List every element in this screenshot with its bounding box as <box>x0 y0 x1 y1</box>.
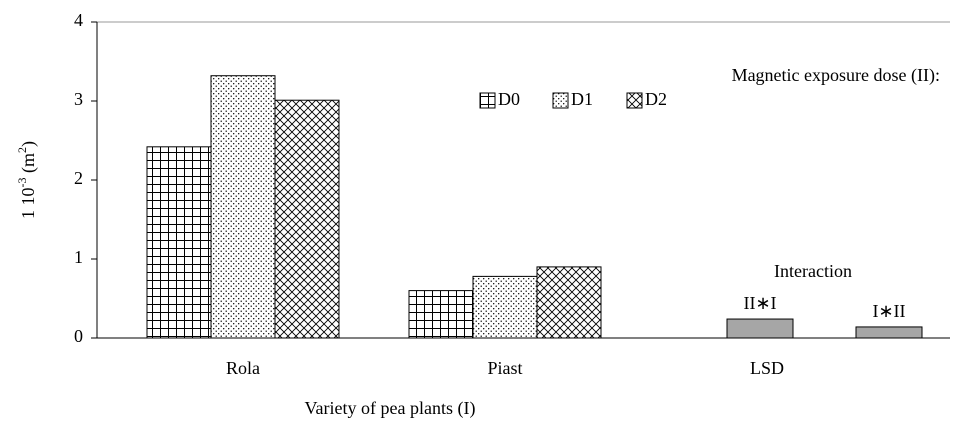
annotation: Interaction <box>774 261 852 281</box>
lsd-label: II∗I <box>743 293 776 313</box>
legend-swatch <box>552 92 569 109</box>
x-tick-label: Rola <box>226 358 260 378</box>
lsd-label: I∗II <box>872 301 905 321</box>
legend-label: D0 <box>498 89 520 109</box>
bar <box>408 290 474 339</box>
y-tick-label: 2 <box>74 168 83 188</box>
x-tick-label: Piast <box>487 358 522 378</box>
bar <box>210 75 276 339</box>
lsd-bar <box>726 318 794 339</box>
legend-label: D1 <box>571 89 593 109</box>
legend-swatch <box>626 92 643 109</box>
legend-label: D2 <box>645 89 667 109</box>
y-label-part: 1 10 <box>18 188 38 220</box>
lsd-bar <box>855 326 923 339</box>
y-tick-label: 3 <box>74 89 83 109</box>
legend-swatch <box>479 92 496 109</box>
y-tick-label: 4 <box>74 10 83 30</box>
y-tick-label: 0 <box>74 326 83 346</box>
x-tick-label: LSD <box>750 358 784 378</box>
y-label-part: -3 <box>15 178 29 188</box>
y-label-part: 2 <box>15 147 29 153</box>
bar <box>274 99 340 339</box>
bar <box>146 146 212 339</box>
y-label-part: ) <box>18 141 39 147</box>
y-tick-label: 1 <box>74 247 83 267</box>
bar <box>536 266 602 339</box>
y-axis-label: 1 10-3 (m2) <box>15 141 39 219</box>
bar <box>472 275 538 339</box>
y-label-part: (m <box>18 153 39 178</box>
x-axis-label: Variety of pea plants (I) <box>305 398 476 419</box>
legend-title: Magnetic exposure dose (II): <box>732 65 940 86</box>
